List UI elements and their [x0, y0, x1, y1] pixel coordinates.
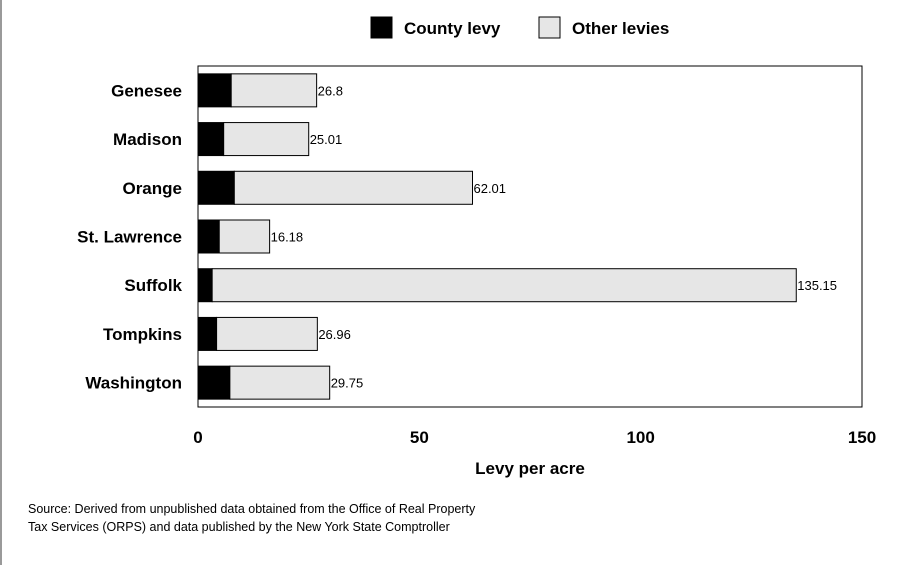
source-note-line-1: Source: Derived from unpublished data ob…	[28, 502, 476, 516]
bar-county-levy-6	[197, 365, 231, 400]
bar-total-label: 16.18	[271, 230, 304, 245]
category-label: Genesee	[111, 81, 182, 100]
x-tick-label: 100	[626, 428, 654, 447]
category-label: Suffolk	[124, 276, 182, 295]
bar-other-levies-3	[218, 219, 271, 254]
legend-label-county-levy: County levy	[404, 19, 501, 38]
bar-total-label: 26.8	[318, 83, 343, 98]
bar-other-levies-4	[211, 268, 797, 303]
bar-county-levy-4	[197, 268, 213, 303]
bar-total-label: 135.15	[797, 278, 837, 293]
bar-county-levy-1	[197, 122, 225, 157]
bar-total-label: 26.96	[318, 327, 351, 342]
bar-other-levies-6	[229, 365, 331, 400]
bar-total-label: 62.01	[473, 181, 506, 196]
bar-county-levy-3	[197, 219, 220, 254]
bar-other-levies-0	[230, 73, 318, 108]
bar-county-levy-2	[197, 170, 235, 205]
x-axis-label: Levy per acre	[475, 459, 585, 478]
category-label: Tompkins	[103, 325, 182, 344]
x-tick-label: 150	[848, 428, 876, 447]
category-label: Orange	[122, 179, 182, 198]
bar-county-levy-5	[197, 316, 218, 351]
bar-other-levies-2	[233, 170, 473, 205]
bar-other-levies-5	[216, 316, 318, 351]
bar-other-levies-1	[223, 122, 310, 157]
legend-label-other-levies: Other levies	[572, 19, 669, 38]
source-note-line-2: Tax Services (ORPS) and data published b…	[28, 520, 450, 534]
legend-swatch-county-levy	[370, 16, 393, 39]
x-tick-label: 50	[410, 428, 429, 447]
category-label: Washington	[85, 374, 182, 393]
category-label: St. Lawrence	[77, 228, 182, 247]
bar-total-label: 25.01	[310, 132, 343, 147]
legend-swatch-other-levies	[538, 16, 561, 39]
bar-total-label: 29.75	[331, 376, 364, 391]
left-frame-border	[0, 0, 2, 565]
category-label: Madison	[113, 130, 182, 149]
x-tick-label: 0	[193, 428, 202, 447]
bar-county-levy-0	[197, 73, 232, 108]
